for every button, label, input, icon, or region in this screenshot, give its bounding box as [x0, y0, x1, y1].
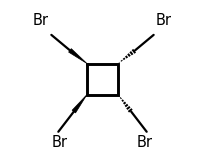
- Text: Br: Br: [52, 135, 68, 150]
- Polygon shape: [68, 49, 86, 64]
- Text: Br: Br: [33, 13, 49, 28]
- Polygon shape: [72, 95, 86, 113]
- Text: Br: Br: [155, 13, 171, 28]
- Text: Br: Br: [136, 135, 152, 150]
